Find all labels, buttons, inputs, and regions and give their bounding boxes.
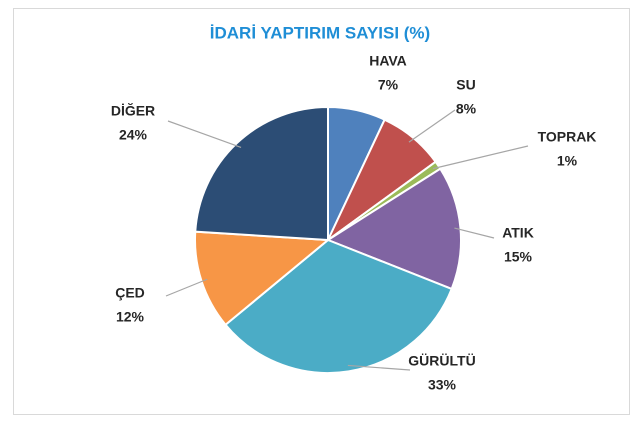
chart-title: İDARİ YAPTIRIM SAYISI (%) [210, 23, 430, 42]
slice-label: DİĞER [111, 102, 155, 119]
pie-slice [224, 238, 453, 374]
slice-label: ÇED [115, 285, 145, 301]
slice-label: ATIK [502, 225, 534, 241]
slice-value-label: 15% [504, 249, 533, 265]
slice-value-label: 8% [456, 101, 477, 117]
leader-line [167, 120, 242, 148]
leader-line [165, 278, 208, 297]
slice-value-label: 33% [428, 377, 457, 393]
leader-line [432, 145, 529, 170]
slice-label: SU [456, 77, 475, 93]
pie-slice [194, 105, 329, 242]
leader-line [454, 227, 495, 239]
slice-value-label: 24% [119, 127, 148, 143]
leader-line [347, 364, 411, 371]
pie-slice [325, 167, 462, 291]
slice-label: TOPRAK [538, 129, 597, 145]
slice-value-label: 12% [116, 309, 145, 325]
leader-line [408, 109, 456, 143]
slice-value-label: 1% [557, 153, 578, 169]
slice-label: GÜRÜLTÜ [408, 353, 475, 369]
slice-value-label: 7% [378, 77, 399, 93]
slice-label: HAVA [369, 53, 407, 69]
